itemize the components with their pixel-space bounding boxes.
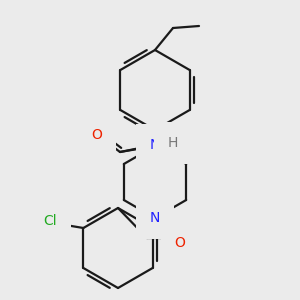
- Text: O: O: [175, 236, 185, 250]
- Text: H: H: [168, 136, 178, 150]
- Text: N: N: [150, 138, 160, 152]
- Text: O: O: [92, 128, 102, 142]
- Text: N: N: [150, 211, 160, 225]
- Text: Cl: Cl: [44, 214, 57, 228]
